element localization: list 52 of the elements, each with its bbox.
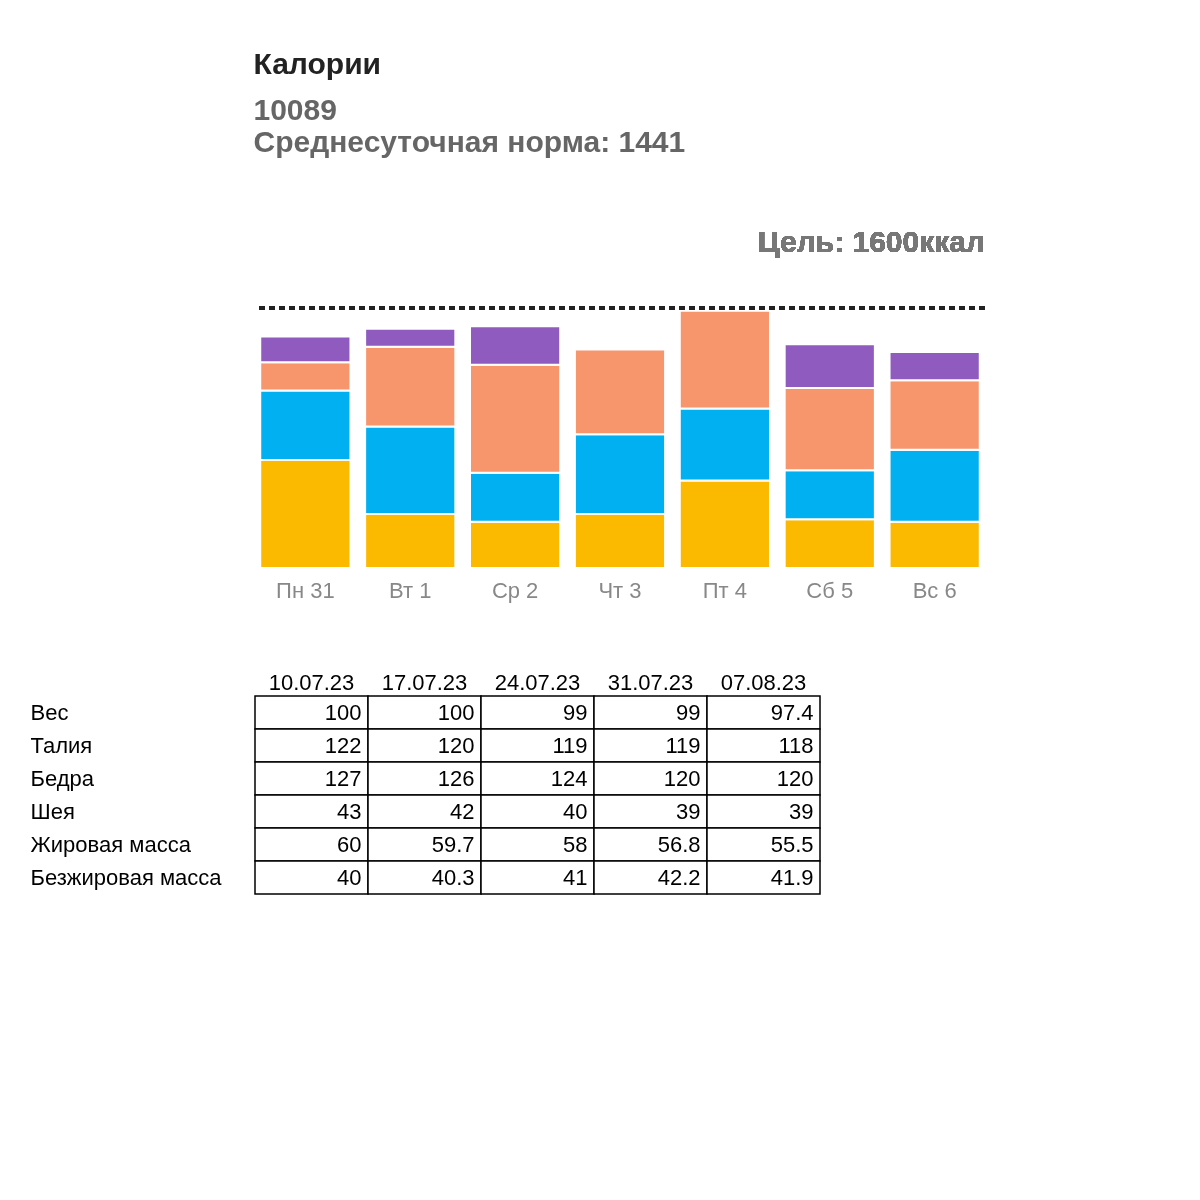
data-label: 99 [676, 699, 701, 725]
x-tick-label: 31.07.23 [607, 669, 694, 695]
y-tick-label: Жировая масса [30, 831, 192, 857]
data-label: 42 [450, 798, 475, 824]
chart-subtitle: 10089 [253, 93, 337, 126]
data-label: 56.8 [657, 831, 701, 857]
data-label: 100 [324, 699, 362, 725]
data-label: 120 [663, 765, 701, 791]
x-tick-label: 24.07.23 [494, 669, 581, 695]
x-tick-label: Ср 2 [491, 577, 539, 603]
x-tick-label: Пт 4 [702, 577, 748, 603]
data-label: 99 [563, 699, 588, 725]
data-label: 42.2 [657, 864, 701, 890]
data-label: 40.3 [431, 864, 475, 890]
data-label: 119 [665, 732, 701, 758]
data-label: 60 [337, 831, 362, 857]
data-label: 59.7 [431, 831, 475, 857]
x-tick-label: 10.07.23 [268, 669, 355, 695]
data-label: 120 [437, 732, 475, 758]
data-label: 122 [324, 732, 362, 758]
y-tick-label: Бедра [30, 765, 95, 791]
text: Среднесуточная норма: 1441 [253, 125, 686, 158]
chart-title: Калории [253, 47, 382, 80]
data-label: 97.4 [770, 699, 814, 725]
y-tick-label: Вес [30, 699, 69, 725]
x-tick-label: Сб 5 [806, 577, 854, 603]
data-label: 41 [563, 864, 588, 890]
x-tick-label: Чт 3 [598, 577, 642, 603]
y-tick-label: Талия [30, 732, 93, 758]
data-label: 55.5 [770, 831, 814, 857]
text: Цель: 1600ккал [757, 225, 985, 258]
data-label: 39 [676, 798, 701, 824]
x-tick-label: Пн 31 [276, 577, 335, 603]
data-label: 40 [337, 864, 362, 890]
data-label: 126 [437, 765, 475, 791]
data-label: 119 [552, 732, 588, 758]
x-tick-label: Вт 1 [389, 577, 432, 603]
data-label: 58 [563, 831, 588, 857]
data-label: 100 [437, 699, 475, 725]
data-label: 120 [776, 765, 814, 791]
data-label: 41.9 [770, 864, 814, 890]
y-tick-label: Шея [30, 798, 75, 824]
y-tick-label: Безжировая масса [30, 864, 223, 890]
data-label: 118 [778, 732, 814, 758]
x-tick-label: 07.08.23 [720, 669, 807, 695]
data-label: 43 [337, 798, 362, 824]
data-label: 40 [563, 798, 588, 824]
x-tick-label: Вс 6 [912, 577, 957, 603]
data-label: 39 [789, 798, 814, 824]
x-tick-label: 17.07.23 [381, 669, 468, 695]
data-label: 124 [550, 765, 588, 791]
data-label: 127 [324, 765, 362, 791]
